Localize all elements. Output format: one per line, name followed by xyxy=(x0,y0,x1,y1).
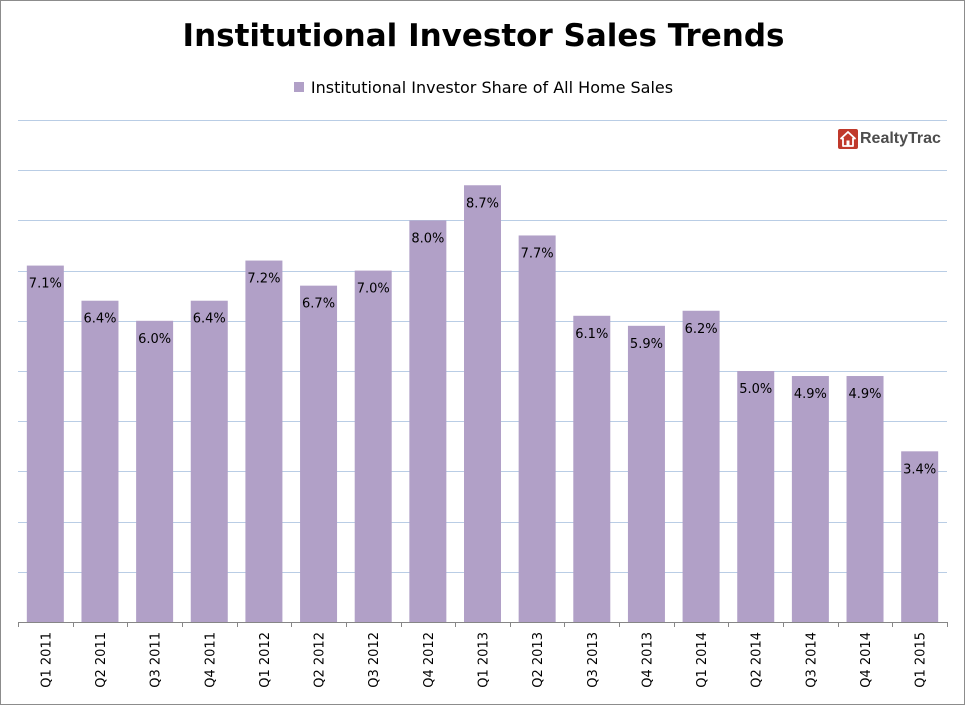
data-label: 7.0% xyxy=(357,282,390,297)
chart-title: Institutional Investor Sales Trends xyxy=(182,18,785,54)
x-tick-label: Q1 2013 xyxy=(477,632,492,688)
legend: Institutional Investor Share of All Home… xyxy=(0,78,967,97)
bar xyxy=(81,300,119,622)
x-tick-label: Q4 2011 xyxy=(203,632,218,688)
x-tick-label: Q1 2015 xyxy=(914,632,929,688)
legend-label: Institutional Investor Share of All Home… xyxy=(310,78,674,97)
bar xyxy=(737,371,775,622)
data-label: 3.4% xyxy=(903,462,936,477)
bar xyxy=(573,315,611,622)
bar xyxy=(300,285,338,622)
x-tick-label: Q2 2012 xyxy=(313,632,328,688)
bar xyxy=(464,185,501,622)
bar xyxy=(190,300,228,622)
bar xyxy=(409,220,447,622)
data-label: 4.9% xyxy=(794,387,827,402)
x-tick-label: Q3 2014 xyxy=(804,632,819,688)
house-icon xyxy=(838,129,858,149)
bar xyxy=(518,235,556,622)
bar xyxy=(136,320,174,622)
data-label: 8.0% xyxy=(411,231,444,246)
x-tick-label: Q2 2013 xyxy=(531,632,546,688)
bar xyxy=(627,325,665,622)
data-label: 7.2% xyxy=(247,272,280,287)
x-tick-label: Q1 2011 xyxy=(39,632,54,688)
x-tick-label: Q3 2013 xyxy=(586,632,601,688)
x-tick-label: Q3 2012 xyxy=(367,632,382,688)
logo-text: RealtyTrac xyxy=(860,130,941,147)
bar xyxy=(791,376,829,622)
data-label: 6.0% xyxy=(138,332,171,347)
realtytrac-logo: RealtyTrac xyxy=(838,128,941,150)
bar xyxy=(846,376,884,622)
x-tick-label: Q3 2011 xyxy=(149,632,164,688)
data-label: 5.0% xyxy=(739,382,772,397)
x-tick-label: Q4 2013 xyxy=(640,632,655,688)
x-tick-label: Q1 2014 xyxy=(695,632,710,688)
x-tick-label: Q2 2011 xyxy=(94,632,109,688)
data-label: 6.7% xyxy=(302,297,335,312)
x-tick-label: Q4 2012 xyxy=(422,632,437,688)
data-label: 6.4% xyxy=(193,312,226,327)
data-label: 7.7% xyxy=(521,246,554,261)
data-label: 7.1% xyxy=(29,277,62,292)
data-label: 4.9% xyxy=(849,387,882,402)
bar xyxy=(354,270,392,622)
x-tick-label: Q4 2014 xyxy=(859,632,874,688)
data-label: 6.4% xyxy=(83,312,116,327)
bar xyxy=(245,260,283,622)
data-label: 8.7% xyxy=(466,196,499,211)
bar xyxy=(901,451,939,622)
x-tick-label: Q2 2014 xyxy=(750,632,765,688)
data-label: 6.2% xyxy=(685,322,718,337)
bar xyxy=(26,265,64,622)
data-label: 5.9% xyxy=(630,337,663,352)
x-tick-label: Q1 2012 xyxy=(258,632,273,688)
data-label: 6.1% xyxy=(575,327,608,342)
legend-swatch xyxy=(293,82,304,92)
bar xyxy=(682,310,720,622)
